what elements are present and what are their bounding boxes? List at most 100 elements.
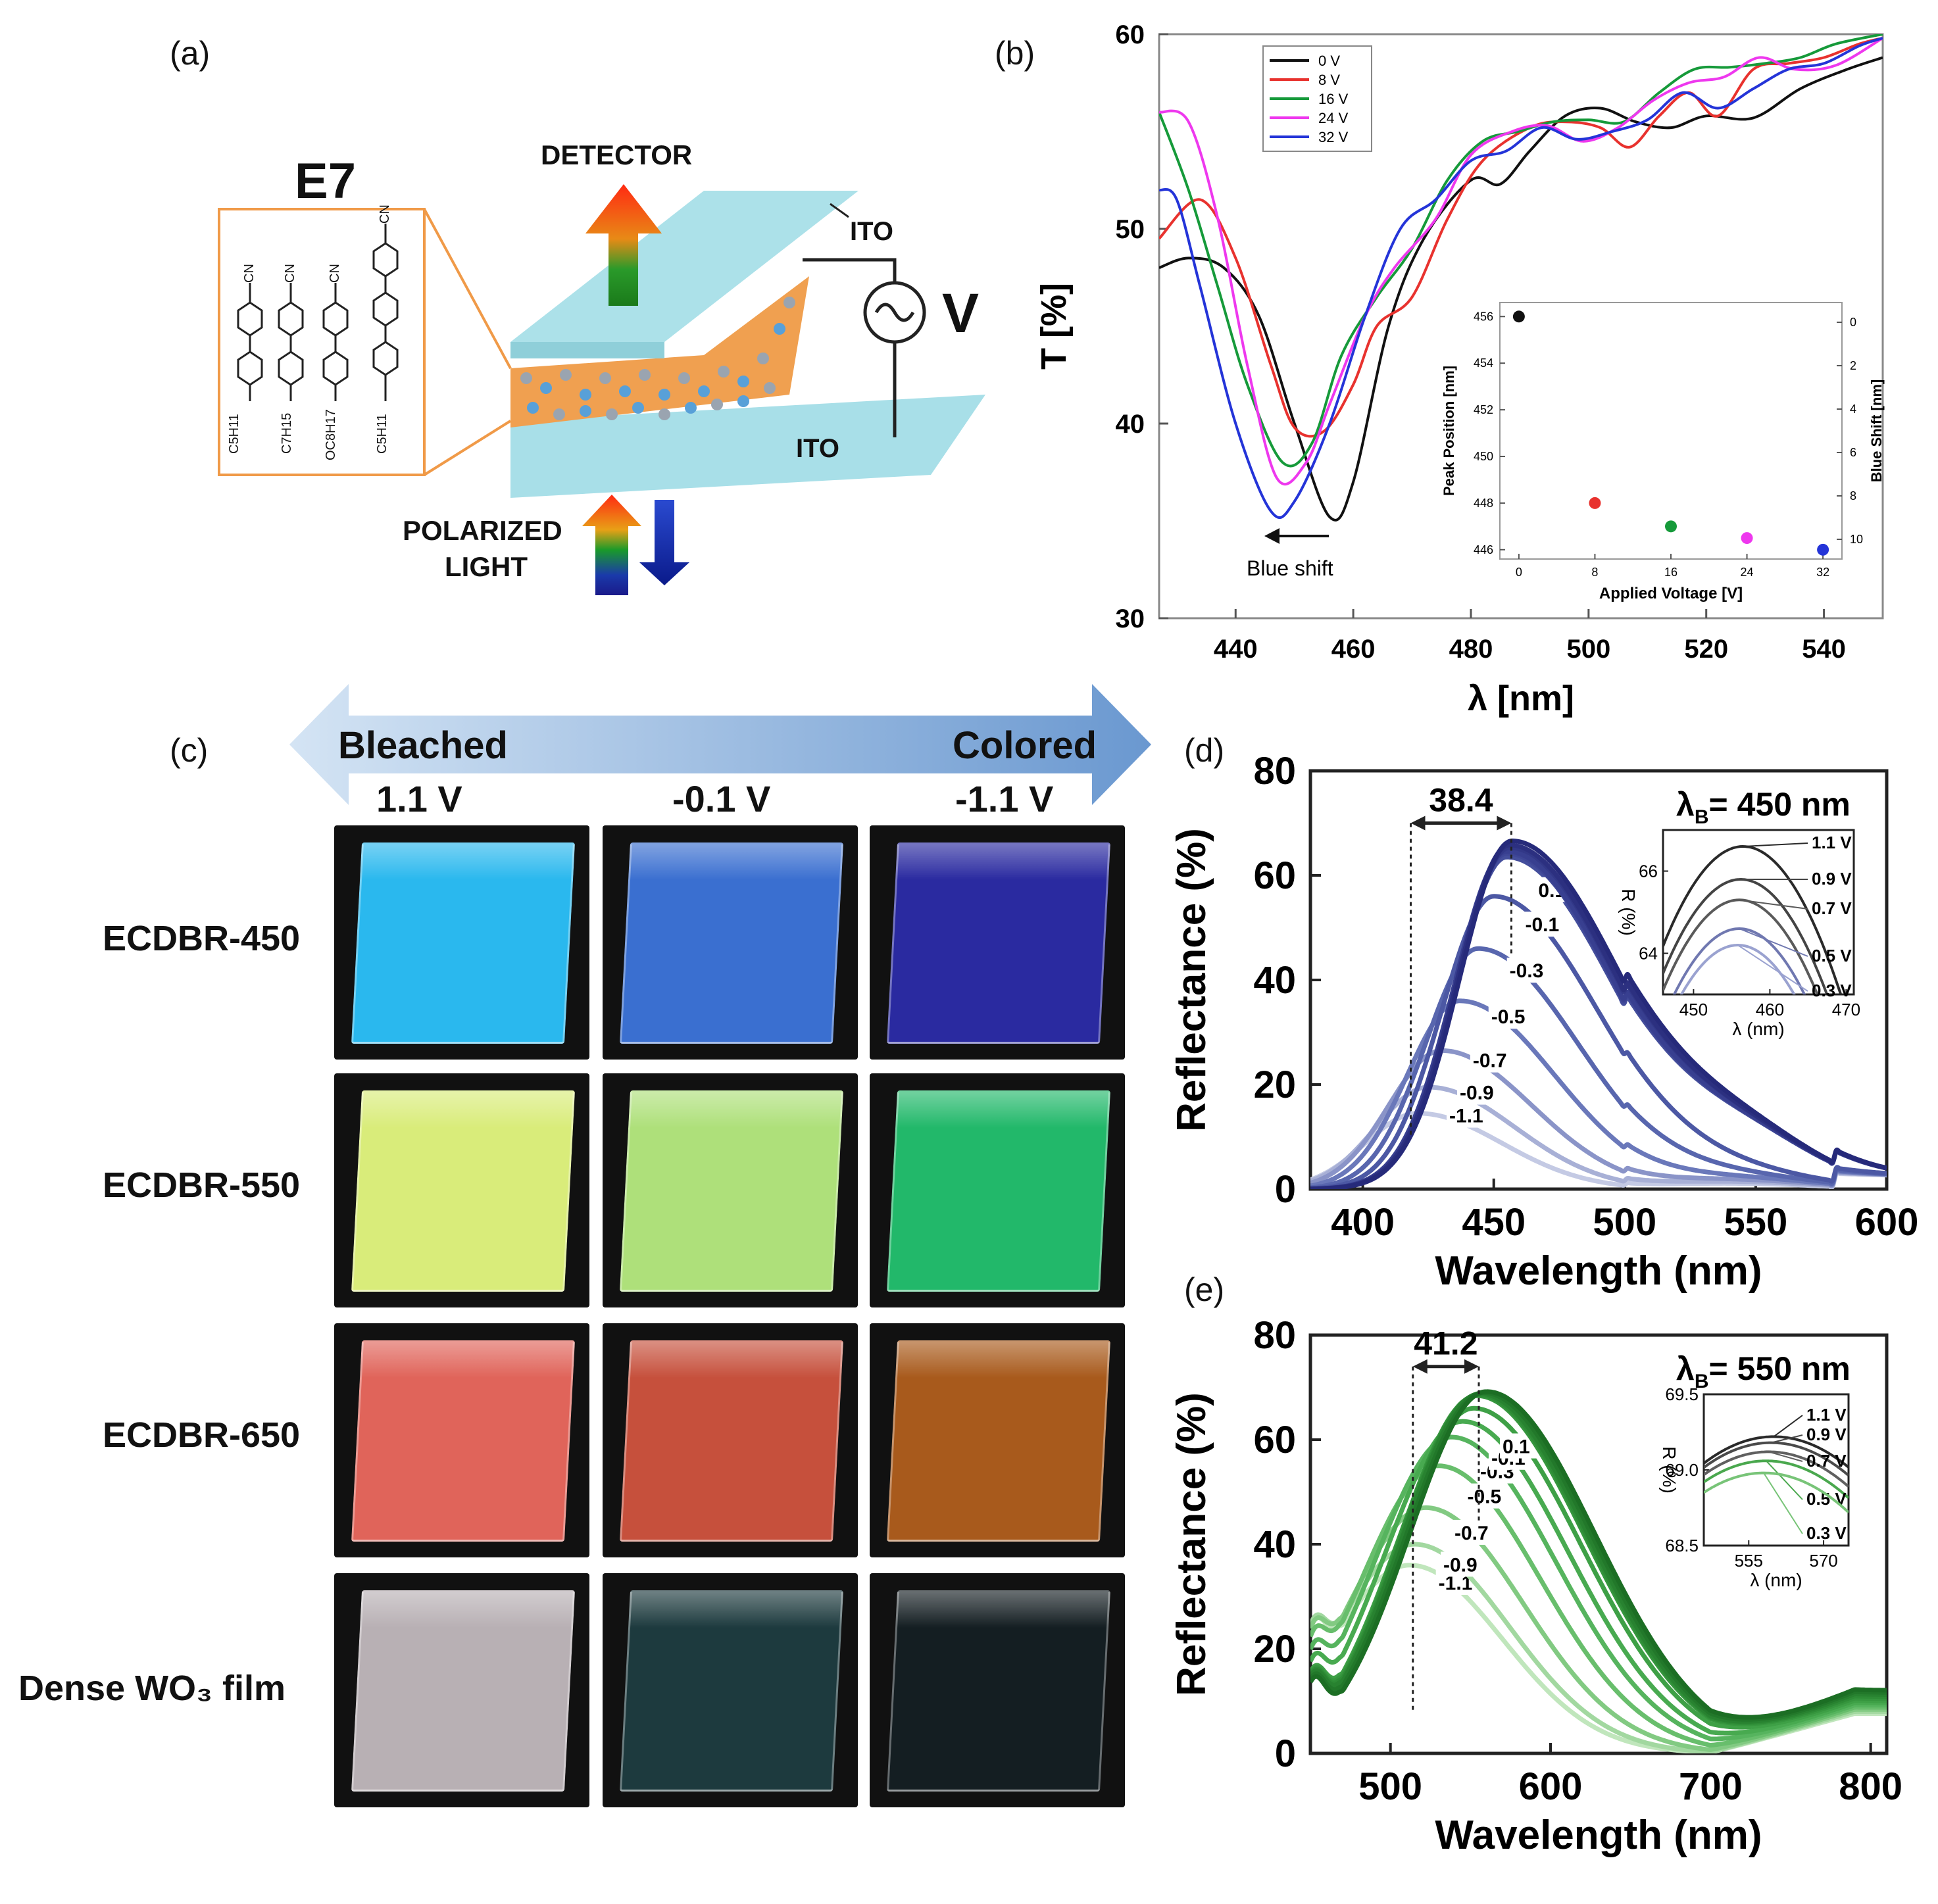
- colored-label: Colored: [953, 724, 1097, 767]
- molecule-4: [372, 224, 399, 401]
- sample-photo: [334, 1073, 589, 1307]
- inset-point: [1665, 520, 1677, 533]
- inset-y-tick-label: 68.5: [1665, 1536, 1699, 1555]
- curve-label: -1.1: [1449, 1106, 1483, 1127]
- panel-a-label: (a): [170, 35, 211, 72]
- inset-x-tick-label: 0: [1516, 566, 1522, 579]
- sample-photo: [870, 825, 1125, 1060]
- column-label-1: 1.1 V: [376, 778, 462, 819]
- bandwidth-arrowhead-right: [1497, 816, 1512, 831]
- y-tick-label: 30: [1116, 604, 1145, 633]
- x-axis-label: Wavelength (nm): [1435, 1248, 1762, 1294]
- x-tick-label: 480: [1449, 635, 1493, 664]
- inset-y-tick-label: 69.5: [1665, 1384, 1699, 1404]
- sample-photo: [870, 1073, 1125, 1307]
- x-axis-label: λ [nm]: [1468, 679, 1574, 718]
- molecule-structures: [237, 224, 399, 401]
- bandwidth-arrowhead-left: [1410, 816, 1426, 831]
- curve-label: -0.9: [1443, 1554, 1478, 1576]
- x-tick-label: 500: [1593, 1201, 1656, 1244]
- ito-top-plate: [510, 191, 858, 342]
- curve-label: -0.5: [1491, 1006, 1526, 1028]
- y-tick-label: 50: [1116, 215, 1145, 244]
- inset-y-tick-label: 448: [1474, 497, 1493, 510]
- curve-label-bg: [1488, 1004, 1535, 1029]
- y-axis-label: Reflectance (%): [1169, 1392, 1214, 1696]
- inset-series-line: [1663, 844, 1843, 994]
- inset-series-line: [1672, 927, 1806, 994]
- inset-leader: [1737, 944, 1808, 992]
- y-tick-label: 40: [1116, 410, 1145, 439]
- circuit-wire-top: [803, 258, 897, 283]
- sample-photo: [334, 1323, 589, 1557]
- sample-photo: [603, 1323, 858, 1557]
- row-label-1: ECDBR-450: [103, 919, 301, 958]
- inset-y2-tick-label: 2: [1850, 359, 1856, 372]
- plot-frame: [1158, 33, 1884, 620]
- inset-x-tick-label: 16: [1664, 566, 1677, 579]
- inset-series-label: 0.9 V: [1806, 1425, 1847, 1444]
- y-tick-label: 0: [1275, 1168, 1296, 1211]
- series-line-16-V: [1159, 34, 1883, 468]
- inset-series-line: [1663, 878, 1829, 994]
- ac-source-wave: [874, 303, 915, 322]
- lambda-b-label: λB= 550 nm: [1676, 1350, 1851, 1392]
- inset-x-tick-label: 460: [1756, 1000, 1784, 1019]
- series-line-8-V: [1159, 36, 1883, 438]
- ito-top-pointer: [830, 203, 849, 218]
- curve-label-bg: [1456, 1079, 1503, 1105]
- y-tick-label: 40: [1253, 1523, 1296, 1566]
- column-label-3: -1.1 V: [955, 778, 1054, 819]
- inset-x-label: λ (nm): [1732, 1019, 1784, 1039]
- inset-y2-tick-label: 8: [1850, 489, 1856, 502]
- inset-series-line: [1704, 1459, 1849, 1500]
- series-line: [1310, 946, 1887, 1189]
- panel-d-label: (d): [1184, 732, 1225, 769]
- y-tick-label: 40: [1253, 959, 1296, 1002]
- inset-x-tick-label: 8: [1591, 566, 1598, 579]
- y-tick-label: 80: [1253, 1314, 1296, 1357]
- bleached-label: Bleached: [338, 724, 508, 767]
- x-tick-label: 700: [1679, 1765, 1743, 1808]
- x-tick-label: 400: [1331, 1201, 1395, 1244]
- inset-y-tick-label: 450: [1474, 450, 1493, 463]
- panel-e-label: (e): [1184, 1271, 1225, 1308]
- inset-x-tick-label: 470: [1832, 1000, 1860, 1019]
- inset-series-line: [1704, 1435, 1849, 1469]
- inset-leader: [1743, 842, 1808, 847]
- inset-leader: [1773, 1415, 1803, 1438]
- y-axis-label: T [%]: [1034, 283, 1074, 370]
- inset-series-line: [1704, 1471, 1849, 1513]
- curve-label-bg: [1522, 912, 1569, 937]
- e7-label: E7: [295, 153, 356, 209]
- sample-photo: [334, 825, 589, 1060]
- inset-point: [1589, 497, 1601, 509]
- inset-series-label: 1.1 V: [1806, 1405, 1847, 1425]
- y-tick-label: 20: [1253, 1628, 1296, 1671]
- blue-shift-arrowhead: [1264, 528, 1280, 544]
- inset-series-label: 0.5 V: [1812, 946, 1852, 965]
- inset-y2-label: Blue Shift [nm]: [1868, 379, 1885, 482]
- series-line: [1310, 1419, 1887, 1736]
- y-tick-label: 60: [1253, 854, 1296, 897]
- curve-label-bg: [1452, 1519, 1498, 1545]
- inset-y-tick-label: 69.0: [1665, 1460, 1699, 1480]
- inset-x-tick-label: 450: [1679, 1000, 1708, 1019]
- x-tick-label: 540: [1802, 635, 1846, 664]
- x-tick-label: 450: [1462, 1201, 1526, 1244]
- inset-y2-tick-label: 0: [1850, 316, 1856, 329]
- inset-leader: [1768, 1451, 1803, 1462]
- curve-label: -0.5: [1467, 1486, 1501, 1508]
- series-line: [1310, 894, 1887, 1189]
- sample-photo: [603, 1573, 858, 1807]
- ito-bottom-plate: [510, 395, 985, 498]
- curve-label: 0.1: [1503, 1436, 1530, 1458]
- curve-label: -0.7: [1473, 1050, 1507, 1072]
- curve-label: -0.7: [1454, 1523, 1489, 1544]
- y-tick-label: 60: [1116, 20, 1145, 49]
- x-tick-label: 500: [1566, 635, 1610, 664]
- row-label-3: ECDBR-650: [103, 1415, 301, 1455]
